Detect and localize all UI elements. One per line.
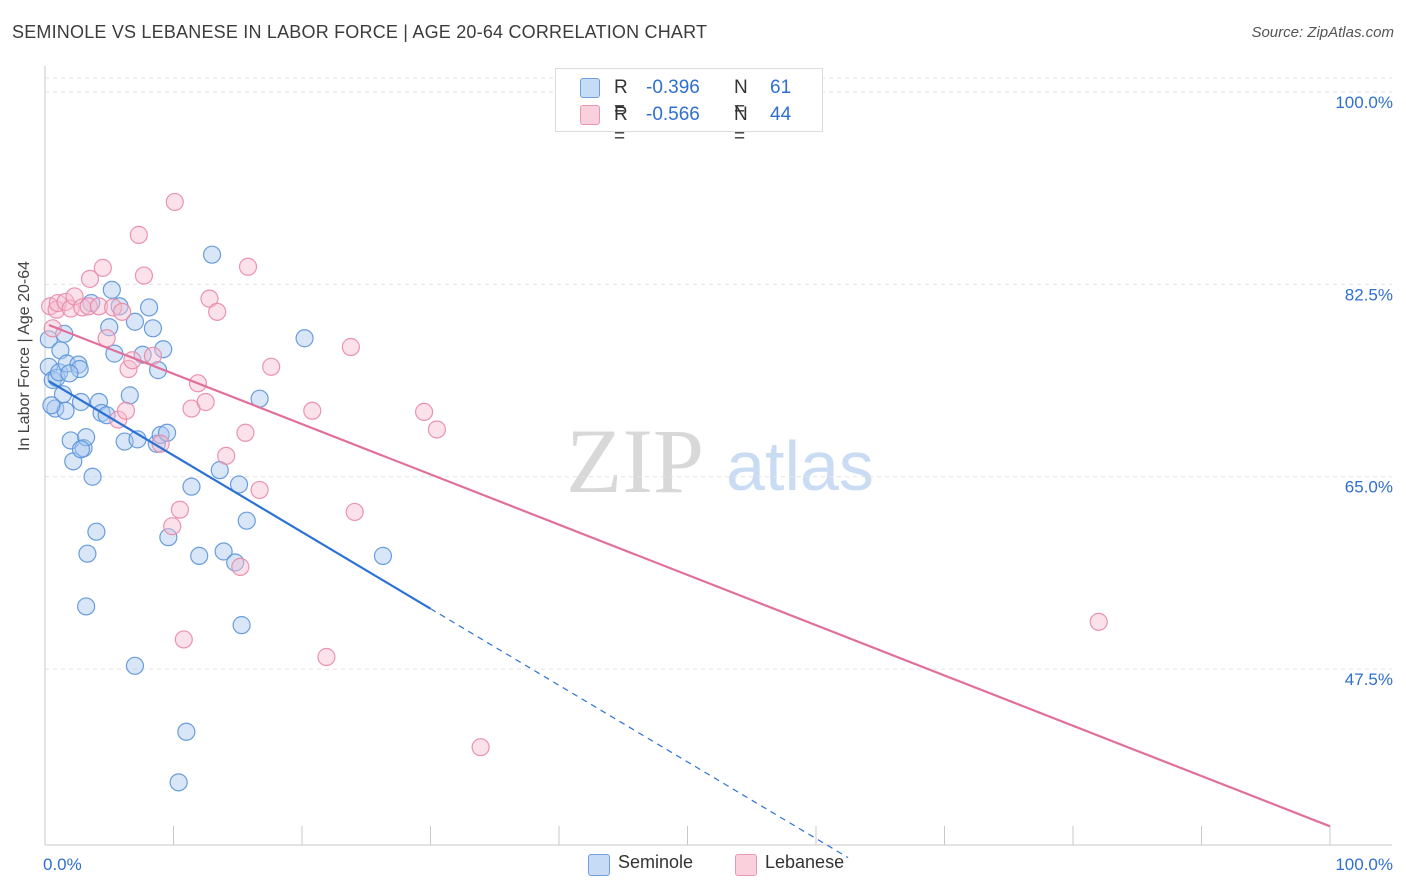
lebanese-point <box>238 257 258 276</box>
lebanese-point <box>79 297 98 316</box>
seminole-point <box>139 298 159 317</box>
lebanese-point <box>143 346 163 365</box>
seminole-point <box>237 511 256 530</box>
seminole-swatch <box>588 854 610 876</box>
lebanese-point <box>170 500 190 519</box>
y-tick-label: 65.0% <box>1345 478 1393 497</box>
lebanese-point <box>134 266 154 285</box>
seminole-point <box>120 386 139 405</box>
lebanese-legend-label: Lebanese <box>765 852 845 872</box>
seminole-trend-extension <box>430 608 849 859</box>
seminole-point <box>60 364 79 383</box>
seminole-point <box>169 773 188 792</box>
seminole-swatch <box>580 78 600 98</box>
seminole-point <box>56 401 75 420</box>
lebanese-point <box>427 420 447 439</box>
lebanese-point <box>231 557 250 576</box>
seminole-point <box>125 312 145 331</box>
lebanese-point <box>262 357 281 376</box>
y-tick-label: 100.0% <box>1335 93 1393 112</box>
lebanese-point <box>112 302 132 321</box>
y-tick-label: 47.5% <box>1345 670 1393 689</box>
lebanese-point <box>236 423 255 442</box>
lebanese-point <box>217 446 236 465</box>
lebanese-point <box>163 517 182 536</box>
lebanese-point <box>1089 612 1108 631</box>
lebanese-point <box>414 402 434 421</box>
seminole-point <box>182 477 201 496</box>
seminole-point <box>83 467 102 486</box>
seminole-point <box>202 245 222 264</box>
lebanese-point <box>43 319 62 338</box>
lebanese-point <box>89 297 109 316</box>
lebanese-point <box>196 392 215 412</box>
seminole-point <box>154 340 173 359</box>
lebanese-swatch <box>735 854 757 876</box>
lebanese-point <box>104 298 123 317</box>
seminole-point <box>177 722 196 741</box>
seminole-point <box>373 546 393 565</box>
seminole-point <box>100 318 119 337</box>
lebanese-point <box>345 502 364 522</box>
lebanese-point <box>116 401 136 420</box>
seminole-trend-line <box>48 380 432 610</box>
y-tick-label: 82.5% <box>1345 285 1393 304</box>
lebanese-trend-line <box>48 324 1331 828</box>
lebanese-point <box>341 337 360 357</box>
seminole-legend-label: Seminole <box>618 852 694 872</box>
seminole-point <box>229 475 249 494</box>
legend-n-value: 44 <box>770 104 792 125</box>
legend-n-label: N = <box>734 104 748 147</box>
seminole-point <box>78 544 97 563</box>
seminole-point <box>71 440 91 459</box>
y-axis-label: In Labor Force | Age 20-64 <box>16 260 33 451</box>
lebanese-point <box>165 192 184 212</box>
watermark-zip: ZIP <box>566 410 704 512</box>
chart-title: SEMINOLE VS LEBANESE IN LABOR FORCE | AG… <box>12 22 708 42</box>
seminole-point <box>102 280 121 299</box>
seminole-point <box>70 359 89 379</box>
lebanese-point <box>80 269 100 288</box>
x-tick-label-min: 0.0% <box>43 855 82 874</box>
seminole-point <box>159 528 178 547</box>
lebanese-point <box>93 258 112 277</box>
lebanese-point <box>303 401 322 420</box>
legend-r-label: R = <box>614 104 628 147</box>
seminole-point <box>157 423 177 442</box>
lebanese-point <box>471 738 490 757</box>
lebanese-point <box>119 359 138 379</box>
seminole-point <box>77 428 96 447</box>
seminole-point <box>190 546 209 565</box>
legend-r-value: -0.396 <box>646 77 700 98</box>
lebanese-point <box>317 647 336 667</box>
seminole-point <box>125 656 145 675</box>
seminole-point <box>87 522 106 541</box>
seminole-point <box>214 542 233 561</box>
seminole-point <box>143 319 163 338</box>
legend-r-label: R = <box>614 77 628 120</box>
lebanese-point <box>129 225 148 244</box>
seminole-point <box>42 396 61 415</box>
seminole-point <box>232 616 251 635</box>
x-tick-label-max: 100.0% <box>1335 855 1393 874</box>
lebanese-point <box>174 630 193 649</box>
source-credit: Source: ZipAtlas.com <box>1251 24 1394 41</box>
lebanese-point <box>208 302 227 321</box>
seminole-point <box>295 329 314 348</box>
legend-n-value: 61 <box>770 77 792 98</box>
lebanese-point <box>250 480 269 500</box>
stats-legend: R = -0.396 N = 61 R = -0.566 N = 44 <box>555 68 823 147</box>
lebanese-swatch <box>580 105 600 125</box>
legend-r-value: -0.566 <box>646 104 700 125</box>
seminole-point <box>77 597 96 616</box>
legend-n-label: N = <box>734 77 748 120</box>
watermark-atlas: atlas <box>726 427 874 505</box>
